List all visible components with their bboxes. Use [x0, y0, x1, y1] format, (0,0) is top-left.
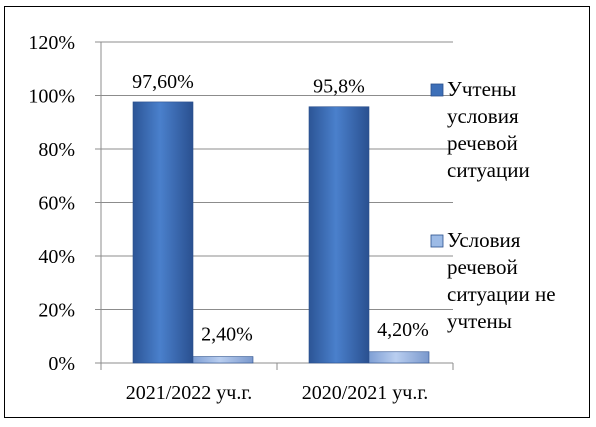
x-tick-label: 2020/2021 уч.г.: [302, 382, 429, 404]
y-tick-label: 40%: [38, 246, 75, 268]
legend-swatch: [430, 234, 444, 248]
bar: [368, 351, 430, 364]
data-label: 2,40%: [201, 324, 253, 346]
axes: 0% 20% 40% 60% 80% 100% 120% 2021/2022 уч.г. 202…: [28, 32, 454, 404]
legend-swatch: [430, 83, 444, 97]
bar: [132, 101, 194, 364]
data-label: 95,8%: [313, 76, 365, 98]
data-label: 4,20%: [377, 319, 429, 341]
bars: [132, 101, 430, 364]
legend: Учтены условия речевой ситуации Условия речев…: [430, 77, 556, 333]
legend-label: речевой: [447, 131, 518, 155]
legend-label: учтены: [447, 309, 512, 333]
legend-label: речевой: [447, 255, 518, 279]
y-tick-label: 80%: [38, 139, 75, 161]
y-tick-label: 60%: [38, 193, 75, 215]
y-tick-label: 0%: [48, 353, 75, 375]
legend-label: Учтены: [447, 77, 516, 101]
legend-label: условия: [447, 104, 519, 128]
y-tick-label: 100%: [28, 86, 75, 108]
legend-label: Условия: [447, 228, 521, 252]
bar: [192, 356, 254, 364]
legend-label: ситуации не: [447, 282, 556, 306]
y-tick-label: 20%: [38, 300, 75, 322]
y-tick-label: 120%: [28, 32, 75, 54]
data-labels: 97,60% 95,8% 2,40% 4,20%: [132, 71, 429, 346]
legend-label: ситуации: [447, 158, 530, 182]
bar: [308, 106, 370, 364]
x-tick-label: 2021/2022 уч.г.: [126, 382, 253, 404]
data-label: 97,60%: [132, 71, 194, 93]
chart-frame: [4, 6, 590, 418]
